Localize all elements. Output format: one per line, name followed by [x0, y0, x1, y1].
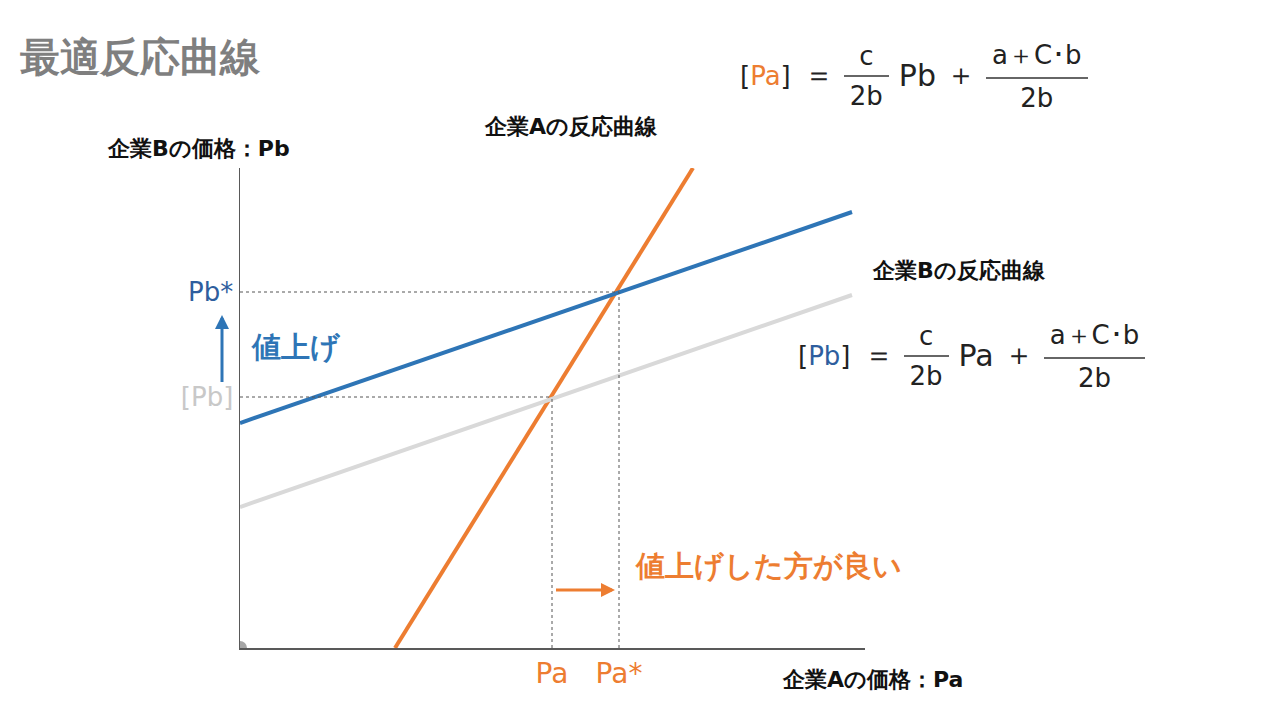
html-text:c: c [859, 40, 874, 71]
html-text:2b: 2b [849, 80, 883, 111]
html-text:Pb ＋: Pb ＋ [898, 57, 976, 93]
html-text:企業Aの価格：Pa: 企業Aの価格：Pa [783, 667, 964, 692]
html-text:c: c [918, 320, 934, 351]
svg-text:最適反応曲線: 最適反応曲線 [20, 34, 261, 80]
html-text:企業Bの反応曲線: 企業Bの反応曲線 [873, 258, 1045, 283]
svg-text:Pa: Pa [536, 657, 569, 690]
html-text:2b: 2b [909, 360, 943, 391]
html-text:[Pb]: [Pb] [798, 340, 851, 371]
html-text:値上げ: 値上げ [252, 330, 340, 364]
html-text:2b: 2b [1078, 363, 1111, 393]
svg-text:Pa*: Pa* [596, 657, 643, 690]
html-text:値上げした方が良い: 値上げした方が良い [636, 549, 902, 583]
html-text:企業Bの価格：Pb: 企業Bの価格：Pb [108, 136, 290, 161]
html-text:2b: 2b [1020, 83, 1054, 113]
html-text:[Pa]: [Pa] [740, 60, 791, 91]
html-text:a＋C･b: a＋C･b [1049, 320, 1140, 350]
svg-text:[Pb]: [Pb] [181, 382, 233, 412]
html-text:企業Aの反応曲線: 企業Aの反応曲線 [485, 114, 657, 139]
html-text:Pa ＋: Pa ＋ [958, 337, 1034, 373]
svg-text:Pb*: Pb* [188, 277, 233, 307]
html-text:a＋C･b: a＋C･b [992, 40, 1082, 70]
